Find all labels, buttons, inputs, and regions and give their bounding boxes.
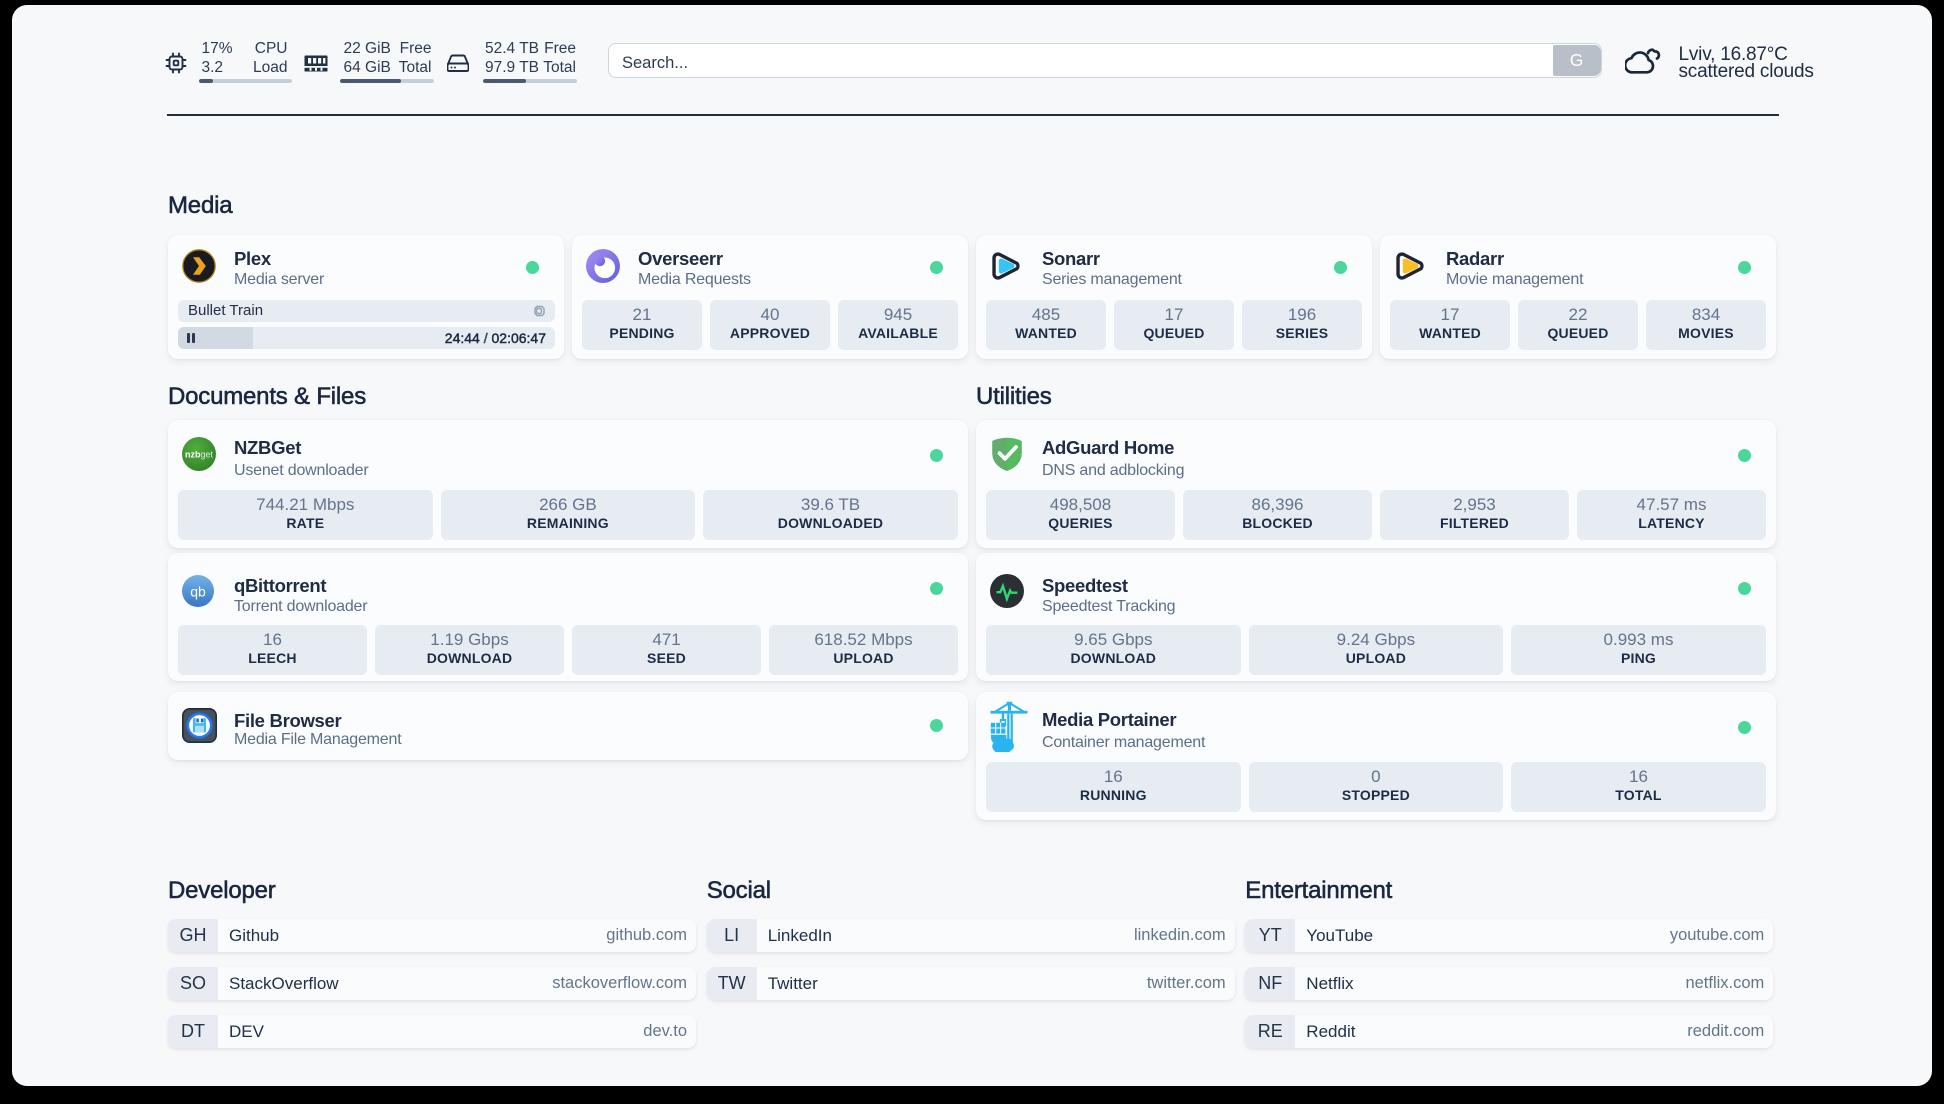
svg-text:qb: qb [190, 584, 206, 600]
svg-text:nzbget: nzbget [185, 450, 214, 460]
